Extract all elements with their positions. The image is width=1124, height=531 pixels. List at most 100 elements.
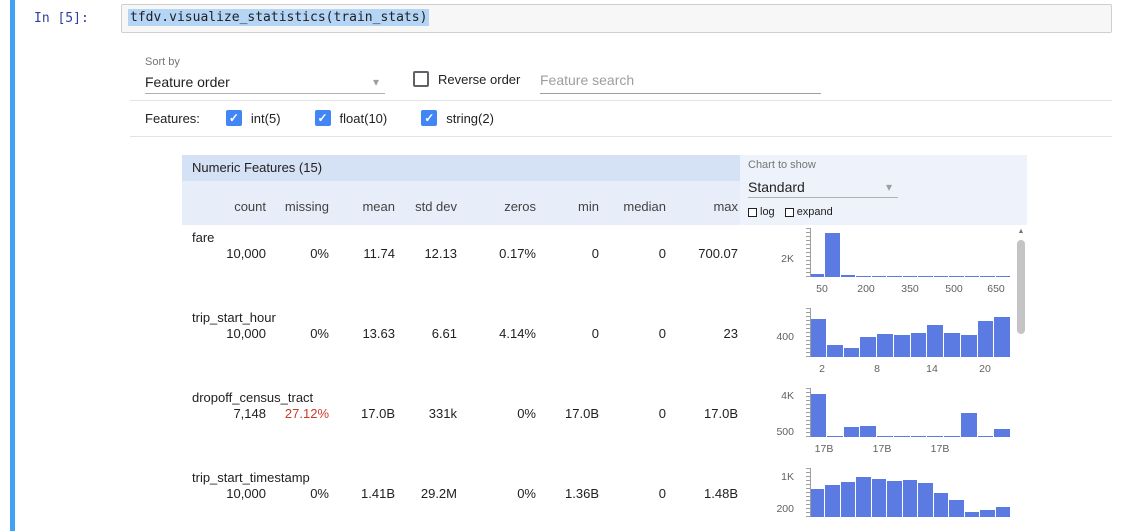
col-header-count: count	[234, 199, 266, 214]
histogram-bar	[960, 335, 977, 357]
stat-mean: 11.74	[363, 246, 395, 261]
filter-int-checkbox[interactable]: ✓ int(5)	[225, 110, 281, 126]
filter-int-label: int(5)	[250, 110, 281, 126]
checkbox-icon[interactable]: ✓	[314, 110, 331, 126]
histogram-bar	[840, 482, 856, 517]
histogram-bar	[949, 500, 964, 517]
stat-zeros: 0%	[517, 486, 536, 501]
histogram-bar	[927, 325, 943, 357]
histogram-bar	[887, 481, 902, 517]
histogram-bar	[995, 507, 1011, 517]
stat-missing: 0%	[310, 246, 329, 261]
histogram-bar	[825, 233, 840, 277]
histogram-bar	[871, 276, 887, 277]
scrollbar-thumb[interactable]	[1017, 240, 1025, 334]
table-row: dropoff_census_tract 7,148 27.12% 17.0B …	[182, 385, 740, 465]
stat-missing: 0%	[310, 486, 329, 501]
histogram-bars	[806, 228, 1011, 277]
histogram-bar	[977, 436, 994, 437]
active-cell-indicator	[10, 0, 15, 531]
feature-search-input[interactable]	[540, 66, 821, 94]
histogram-bar	[933, 493, 949, 517]
x-axis-tick-label: 17B	[930, 443, 950, 455]
charts-area: 2K 50 200 350 500 650 400 2 8 14 20 4K 500 17B 17…	[740, 225, 1027, 531]
checkbox-icon[interactable]: ✓	[421, 110, 438, 126]
stat-median: 0	[658, 326, 666, 341]
table-row: trip_start_hour 10,000 0% 13.63 6.61 4.1…	[182, 305, 740, 385]
histogram-trip-start-timestamp: 1K 200	[740, 465, 1027, 531]
histogram-bar	[949, 276, 964, 277]
stat-zeros: 0%	[517, 406, 536, 421]
reverse-order-checkbox[interactable]: ✓ Reverse order	[413, 71, 520, 87]
table-title: Numeric Features (15)	[182, 155, 740, 181]
histogram-bar	[843, 348, 860, 357]
stat-min: 0	[591, 246, 599, 261]
reverse-order-label: Reverse order	[438, 71, 521, 87]
x-axis-tick-label: 350	[901, 283, 919, 295]
stat-max: 23	[723, 326, 738, 341]
x-axis-tick-label: 14	[926, 363, 938, 375]
checkbox-icon[interactable]: ✓	[225, 110, 242, 126]
stat-zeros: 0.17%	[499, 246, 536, 261]
code-input[interactable]: tfdv.visualize_statistics(train_stats)	[121, 4, 1112, 33]
stat-std-dev: 12.13	[424, 246, 457, 261]
histogram-bar	[944, 436, 960, 437]
y-axis-tick-label: 400	[776, 331, 794, 343]
filter-float-checkbox[interactable]: ✓ float(10)	[314, 110, 387, 126]
histogram-bar	[810, 319, 826, 357]
histogram-bar	[893, 436, 910, 437]
stat-std-dev: 6.61	[431, 326, 457, 341]
expand-checkbox[interactable]: expand	[784, 206, 833, 218]
cell-prompt: In [5]:	[34, 11, 89, 26]
expand-label: expand	[796, 206, 833, 218]
scroll-up-arrow-icon[interactable]: ▲	[1017, 228, 1025, 235]
x-axis-labels: 17B 17B 17B	[810, 443, 1010, 456]
log-label: log	[760, 206, 775, 218]
checkbox-icon[interactable]: ✓	[413, 71, 429, 87]
chart-type-select[interactable]: Standard ▾	[748, 176, 898, 198]
x-axis-tick-label: 500	[945, 283, 963, 295]
features-label: Features:	[145, 110, 200, 126]
chevron-down-icon: ▾	[885, 179, 892, 194]
histogram-bar	[843, 427, 860, 437]
feature-filters: Features: ✓ int(5) ✓ float(10) ✓ string(…	[145, 107, 528, 129]
histogram-bar	[944, 333, 960, 357]
charts-scrollbar[interactable]: ▲	[1015, 225, 1027, 531]
x-axis-labels: 50 200 350 500 650	[810, 283, 1010, 296]
chevron-down-icon: ▾	[372, 74, 379, 89]
feature-name: trip_start_hour	[192, 310, 276, 325]
histogram-bar	[840, 275, 856, 277]
stat-count: 10,000	[226, 326, 266, 341]
chart-panel: Chart to show Standard ▾ log expand 2K	[740, 155, 1027, 531]
stat-missing: 0%	[310, 326, 329, 341]
histogram-bar	[964, 276, 980, 277]
checkmark-icon: ✓	[228, 111, 239, 125]
x-axis-labels	[810, 523, 1010, 531]
checkbox-icon[interactable]	[748, 207, 757, 217]
y-axis-tick-label: 4K	[781, 390, 794, 402]
stat-mean: 13.63	[362, 326, 395, 341]
sort-by-value: Feature order	[145, 73, 230, 90]
chart-type-value: Standard	[748, 178, 805, 195]
checkbox-icon[interactable]	[784, 207, 794, 217]
feature-name: trip_start_timestamp	[192, 470, 310, 485]
table-row: trip_start_timestamp 10,000 0% 1.41B 29.…	[182, 465, 740, 531]
histogram-bars	[806, 308, 1010, 357]
y-axis-labels: 2K	[740, 231, 802, 277]
y-axis-tick-label: 200	[776, 503, 794, 515]
chart-to-show-label: Chart to show	[748, 159, 816, 171]
col-header-std-dev: std dev	[415, 199, 457, 214]
histogram-bar	[860, 426, 876, 437]
sort-by-select[interactable]: Feature order ▾	[145, 70, 385, 94]
x-axis-tick-label: 8	[874, 363, 880, 375]
x-axis-tick-label: 17B	[814, 443, 834, 455]
filter-string-checkbox[interactable]: ✓ string(2)	[421, 110, 494, 126]
histogram-bar	[964, 512, 980, 517]
log-checkbox[interactable]: log	[748, 206, 775, 218]
histogram-bar	[980, 276, 995, 277]
y-axis-labels: 1K 200	[740, 471, 802, 517]
histogram-bars	[806, 388, 1010, 437]
divider	[130, 100, 1112, 101]
stat-count: 7,148	[233, 406, 266, 421]
